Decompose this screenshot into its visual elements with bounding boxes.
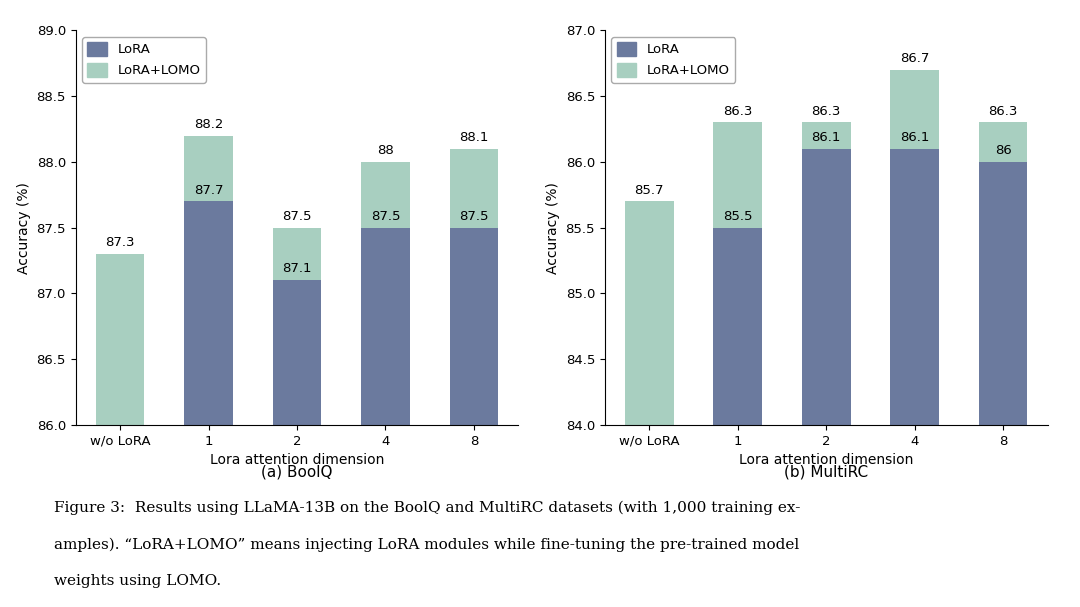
Text: 87.5: 87.5 (370, 210, 401, 223)
Bar (361, 162, 409, 228)
Text: 87.5: 87.5 (282, 210, 312, 223)
Text: 86.1: 86.1 (811, 131, 841, 144)
Bar (625, 202, 674, 425)
Text: 85.7: 85.7 (635, 183, 664, 197)
Text: amples). “LoRA+LOMO” means injecting LoRA modules while fine-tuning the pre-trai: amples). “LoRA+LOMO” means injecting LoR… (54, 537, 799, 552)
Text: 86.7: 86.7 (900, 52, 930, 65)
Bar (272, 280, 322, 425)
Y-axis label: Accuracy (%): Accuracy (%) (17, 181, 31, 274)
Text: 86.3: 86.3 (723, 104, 753, 118)
Text: 87.5: 87.5 (459, 210, 488, 223)
Bar (185, 202, 233, 425)
Text: 86: 86 (995, 144, 1012, 157)
Bar (361, 228, 409, 425)
Y-axis label: Accuracy (%): Accuracy (%) (546, 181, 561, 274)
Text: 87.7: 87.7 (193, 183, 224, 197)
Bar (449, 149, 498, 228)
Bar (714, 228, 762, 425)
Bar (801, 149, 851, 425)
Text: 86.3: 86.3 (811, 104, 841, 118)
Bar (185, 135, 233, 202)
Text: 87.1: 87.1 (282, 262, 312, 276)
Bar (890, 149, 939, 425)
Text: 87.3: 87.3 (106, 236, 135, 249)
Text: 88.2: 88.2 (193, 118, 224, 131)
Bar (978, 162, 1027, 425)
X-axis label: Lora attention dimension: Lora attention dimension (210, 453, 384, 467)
Bar (714, 123, 762, 228)
Text: 85.5: 85.5 (723, 210, 753, 223)
Text: weights using LOMO.: weights using LOMO. (54, 574, 221, 588)
Text: (a) BoolQ: (a) BoolQ (261, 464, 333, 480)
Text: Figure 3:  Results using LLaMA-13B on the BoolQ and MultiRC datasets (with 1,000: Figure 3: Results using LLaMA-13B on the… (54, 501, 800, 515)
Text: 88: 88 (377, 144, 394, 157)
Text: (b) MultiRC: (b) MultiRC (784, 464, 868, 480)
Bar (978, 123, 1027, 162)
Bar (890, 70, 939, 149)
Text: 86.1: 86.1 (900, 131, 930, 144)
Bar (801, 123, 851, 149)
Text: 86.3: 86.3 (988, 104, 1017, 118)
Bar (272, 228, 322, 280)
Bar (449, 228, 498, 425)
Legend: LoRA, LoRA+LOMO: LoRA, LoRA+LOMO (611, 37, 735, 83)
Text: 88.1: 88.1 (459, 131, 488, 144)
Legend: LoRA, LoRA+LOMO: LoRA, LoRA+LOMO (82, 37, 206, 83)
Bar (96, 254, 145, 425)
X-axis label: Lora attention dimension: Lora attention dimension (739, 453, 914, 467)
